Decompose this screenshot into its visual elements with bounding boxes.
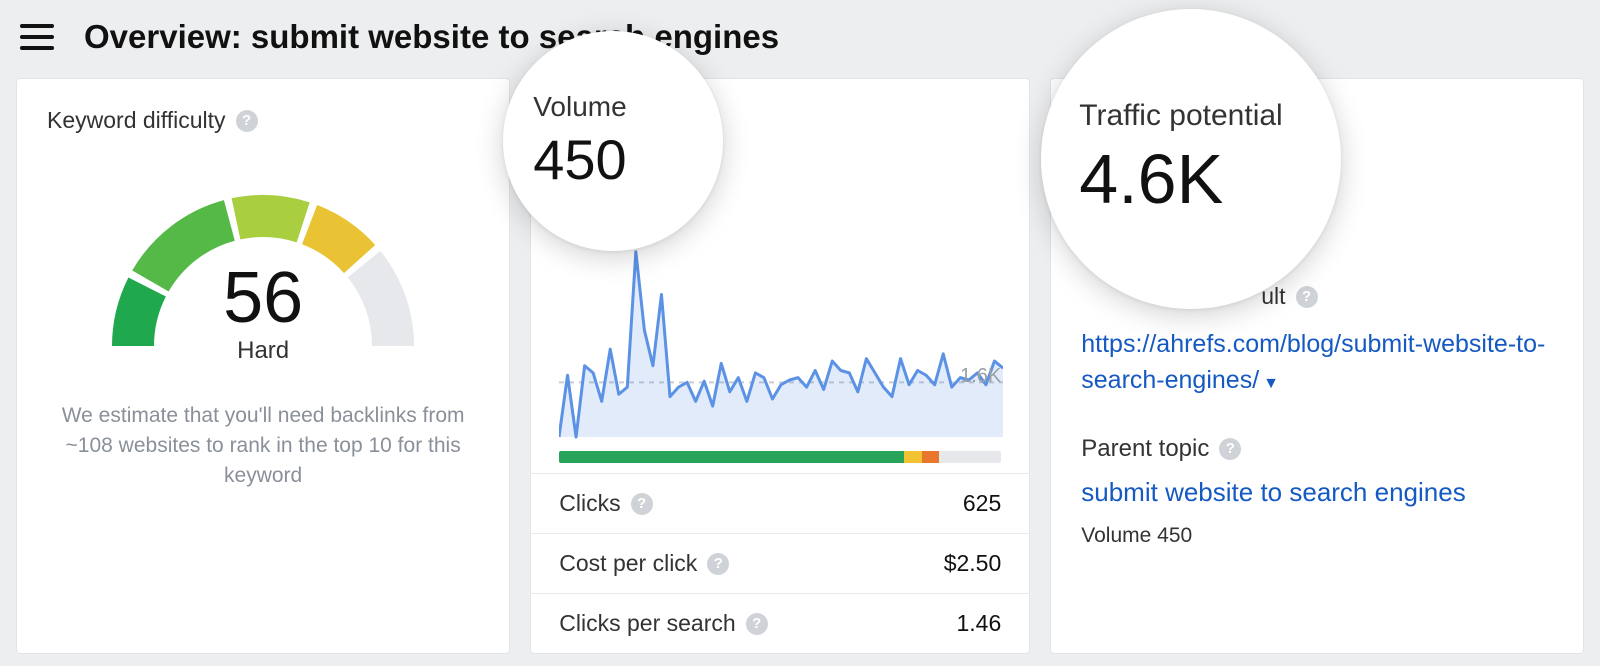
difficulty-estimate-text: We estimate that you'll need backlinks f… xyxy=(47,401,479,490)
serp-bar-segment xyxy=(922,451,940,463)
metric-value: 1.46 xyxy=(957,610,1002,637)
metric-row: Clicks per search? 1.46 xyxy=(531,593,1029,653)
top-result-label-partial: ult ? xyxy=(1261,283,1553,310)
traffic-potential-card: Traffic potential 4.6K ult ? https://ahr… xyxy=(1050,78,1584,654)
serp-features-bar xyxy=(559,451,1001,463)
cards-row: Keyword difficulty ? 56 Hard We estimate… xyxy=(0,78,1600,654)
help-icon[interactable]: ? xyxy=(1296,286,1318,308)
parent-topic-volume: Volume 450 xyxy=(1081,524,1553,548)
metric-value: 625 xyxy=(963,490,1001,517)
volume-trend-chart xyxy=(559,247,1003,447)
parent-topic-label: Parent topic xyxy=(1081,435,1209,463)
traffic-potential-bubble: Traffic potential 4.6K xyxy=(1041,9,1341,309)
volume-bubble-value: 450 xyxy=(533,127,723,192)
top-result-url[interactable]: https://ahrefs.com/blog/submit-website-t… xyxy=(1081,326,1553,399)
metric-row: Cost per click? $2.50 xyxy=(531,533,1029,593)
keyword-difficulty-label: Keyword difficulty xyxy=(47,107,226,134)
volume-bubble: Volume 450 xyxy=(503,31,723,251)
traffic-potential-bubble-label: Traffic potential xyxy=(1079,99,1341,133)
metric-label: Clicks per search xyxy=(559,610,735,637)
hamburger-menu-icon[interactable] xyxy=(20,24,54,50)
page-header: Overview: submit website to search engin… xyxy=(0,0,1600,78)
help-icon[interactable]: ? xyxy=(707,553,729,575)
parent-topic-link[interactable]: submit website to search engines xyxy=(1081,477,1553,508)
chart-ymax-label: 1.6K xyxy=(960,365,1001,388)
dropdown-caret-icon[interactable]: ▼ xyxy=(1263,375,1279,392)
serp-bar-segment xyxy=(559,451,904,463)
metric-value: $2.50 xyxy=(944,550,1002,577)
metric-label: Cost per click xyxy=(559,550,697,577)
metrics-list: Clicks? 625 Cost per click? $2.50 Clicks per… xyxy=(531,473,1029,653)
serp-bar-segment xyxy=(939,451,1001,463)
keyword-difficulty-card: Keyword difficulty ? 56 Hard We estimate… xyxy=(16,78,510,654)
volume-card: Volume 450 1.6K Clicks? 625 Cost per click… xyxy=(530,78,1030,654)
help-icon[interactable]: ? xyxy=(1219,438,1241,460)
metric-label: Clicks xyxy=(559,490,620,517)
help-icon[interactable]: ? xyxy=(236,110,258,132)
traffic-potential-bubble-value: 4.6K xyxy=(1079,139,1341,219)
help-icon[interactable]: ? xyxy=(631,493,653,515)
serp-bar-segment xyxy=(904,451,922,463)
metric-row: Clicks? 625 xyxy=(531,473,1029,533)
volume-bubble-label: Volume xyxy=(533,91,723,123)
help-icon[interactable]: ? xyxy=(746,613,768,635)
